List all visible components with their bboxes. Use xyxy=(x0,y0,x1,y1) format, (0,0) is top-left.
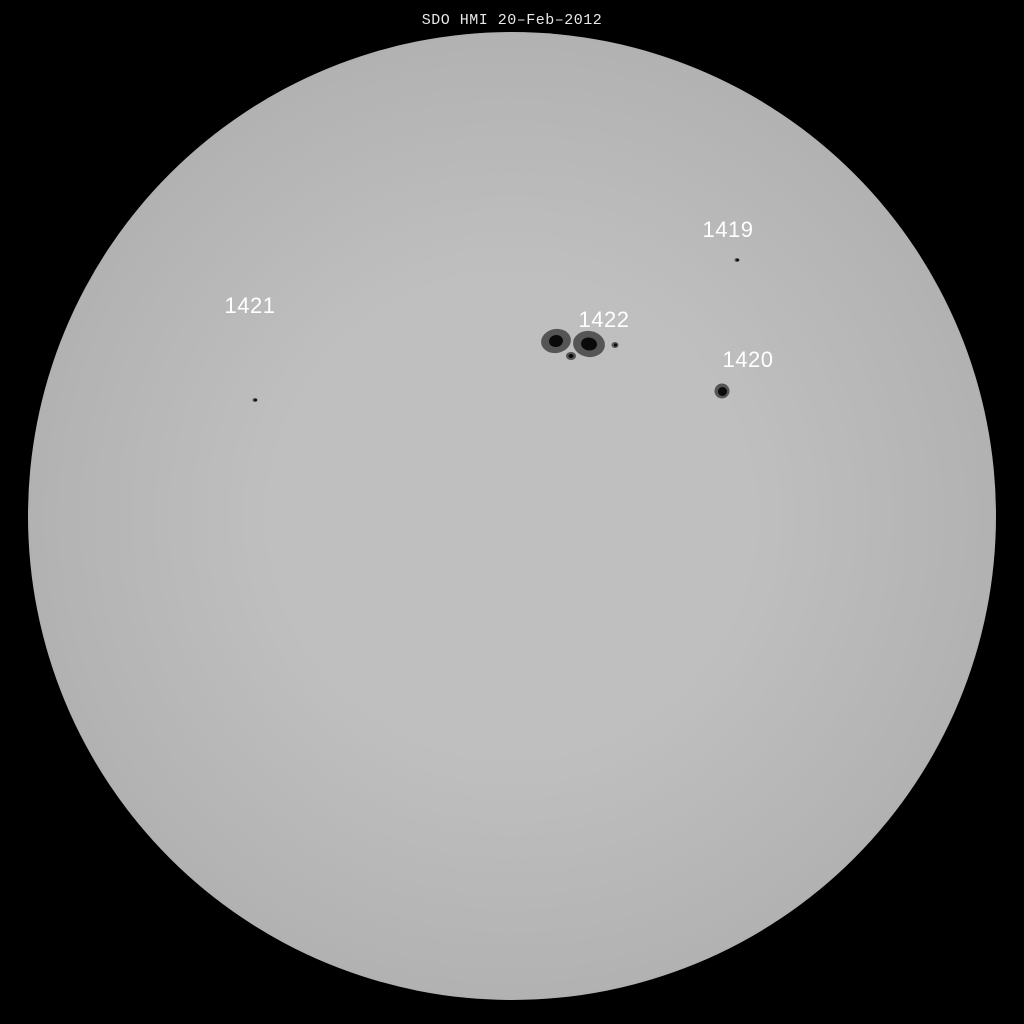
sunspot-umbra xyxy=(718,387,727,396)
active-region-label-1419: 1419 xyxy=(703,217,754,243)
sunspot-penumbra xyxy=(735,258,740,262)
sunspot-umbra xyxy=(254,399,257,401)
active-region-label-1421: 1421 xyxy=(225,293,276,319)
image-title: SDO HMI 20–Feb–2012 xyxy=(0,12,1024,29)
sunspot-penumbra xyxy=(253,398,258,402)
solar-disk xyxy=(28,32,996,1000)
sunspot-penumbra xyxy=(715,384,730,399)
sunspot-umbra xyxy=(569,354,574,358)
sunspot-umbra xyxy=(736,259,739,261)
active-region-label-1422: 1422 xyxy=(579,307,630,333)
sunspot-umbra xyxy=(580,336,598,351)
sunspot-umbra xyxy=(614,344,617,347)
sunspot-penumbra xyxy=(612,342,619,348)
active-region-label-1420: 1420 xyxy=(723,347,774,373)
solar-image-stage: SDO HMI 20–Feb–2012 1419 1421 1422 1420 xyxy=(0,0,1024,1024)
sunspot-umbra xyxy=(548,334,564,348)
sunspot-penumbra xyxy=(566,352,576,360)
